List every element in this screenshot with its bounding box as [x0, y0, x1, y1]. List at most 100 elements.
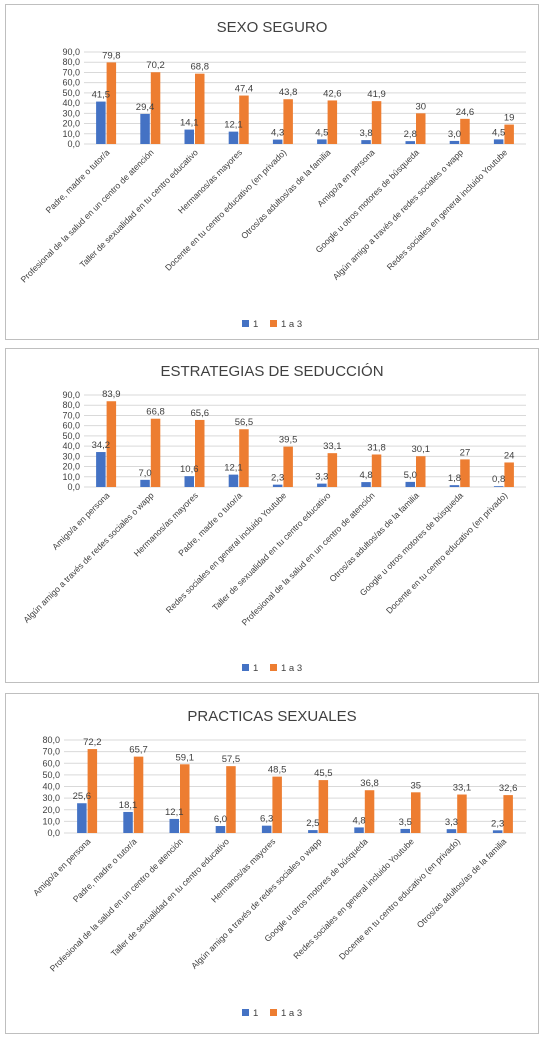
bar-series-1 — [354, 827, 364, 833]
y-tick-label: 30,0 — [42, 793, 60, 803]
category-label: Google u otros motores de búsqueda — [262, 836, 370, 944]
y-tick-label: 60,0 — [62, 421, 80, 431]
bar-series-1-a-3 — [106, 401, 117, 487]
y-tick-label: 90,0 — [62, 47, 80, 57]
y-tick-label: 50,0 — [62, 88, 80, 98]
bar-series-1 — [261, 825, 272, 833]
bar-series-1 — [308, 830, 318, 833]
y-tick-label: 50,0 — [42, 770, 60, 780]
data-label-series-1: 7,0 — [138, 468, 151, 479]
data-label-series-1: 4,5 — [492, 127, 505, 138]
bar-series-1-a-3 — [133, 756, 144, 833]
data-label-series-1-a-3: 59,1 — [176, 752, 195, 763]
data-label-series-1: 29,4 — [136, 102, 155, 113]
chart-panel-sexo-seguro: SEXO SEGURO 0,0 10,0 20,0 30,0 40,0 50,0 60,0 70… — [5, 4, 539, 340]
data-label-series-1-a-3: 33,1 — [323, 441, 342, 452]
bar-series-1-a-3 — [411, 792, 421, 833]
bar-series-1-a-3 — [416, 456, 426, 487]
bar-series-1-a-3 — [106, 62, 117, 144]
y-tick-label: 40,0 — [42, 782, 60, 792]
bar-series-1-a-3 — [226, 766, 236, 833]
data-label-series-1-a-3: 57,5 — [222, 754, 241, 765]
data-label-series-1-a-3: 39,5 — [279, 435, 298, 446]
bar-series-1-a-3 — [283, 446, 293, 487]
category-label: Otros/as adultos/as de la familia — [415, 836, 509, 930]
data-label-series-1: 3,0 — [448, 129, 461, 140]
y-tick-label: 20,0 — [42, 805, 60, 815]
bar-series-1-a-3 — [195, 419, 205, 487]
category-label: Otros/as adultos/as de la familia — [239, 147, 333, 241]
bar-series-1 — [400, 828, 410, 833]
y-tick-label: 30,0 — [62, 108, 80, 118]
data-label-series-1-a-3: 65,6 — [191, 408, 210, 419]
y-tick-label: 0,0 — [47, 828, 60, 838]
y-tick-label: 0,0 — [67, 482, 80, 492]
bar-series-1 — [184, 476, 194, 487]
data-label-series-1: 0,8 — [492, 474, 505, 485]
data-label-series-1: 41,5 — [92, 90, 111, 101]
y-tick-label: 20,0 — [62, 462, 80, 472]
bar-series-1 — [449, 140, 460, 144]
y-tick-label: 70,0 — [62, 67, 80, 77]
data-label-series-1-a-3: 24,6 — [456, 107, 475, 118]
data-label-series-1: 6,0 — [214, 814, 227, 825]
data-label-series-1-a-3: 31,8 — [367, 442, 386, 453]
bar-series-1 — [446, 829, 457, 833]
data-label-series-1: 6,3 — [260, 814, 273, 825]
legend-label-1-a-3: 1 a 3 — [281, 663, 302, 674]
bar-series-1 — [96, 101, 106, 144]
bar-series-1 — [492, 830, 503, 833]
data-label-series-1: 4,8 — [359, 470, 372, 481]
data-label-series-1-a-3: 43,8 — [279, 87, 298, 98]
legend-swatch-1 — [242, 664, 249, 671]
bar-series-1-a-3 — [327, 100, 338, 144]
data-label-series-1-a-3: 35 — [410, 780, 421, 791]
chart-title: PRACTICAS SEXUALES — [187, 708, 356, 725]
data-label-series-1: 25,6 — [73, 791, 92, 802]
bar-series-1 — [405, 141, 415, 144]
legend-swatch-1-a-3 — [270, 664, 277, 671]
bar-series-1 — [272, 139, 283, 144]
legend-label-1: 1 — [253, 663, 258, 674]
y-tick-label: 0,0 — [67, 139, 80, 149]
chart-estrategias-seduccion: ESTRATEGIAS DE SEDUCCIÓN0,010,020,030,04… — [21, 363, 526, 674]
chart-practicas-sexuales: PRACTICAS SEXUALES 0,0 10,020,0 30,040,0 50,… — [31, 708, 526, 1019]
bar-series-1-a-3 — [150, 72, 161, 144]
category-label: Otros/as adultos/as de la familia — [327, 490, 421, 584]
data-label-series-1-a-3: 83,9 — [102, 389, 121, 400]
bar-series-1 — [77, 803, 87, 833]
bar-series-1-a-3 — [460, 118, 470, 144]
data-label-series-1-a-3: 24 — [504, 450, 515, 461]
bar-series-1 — [215, 826, 226, 833]
bar-series-1-a-3 — [460, 459, 470, 487]
chart-panel-estrategias-seduccion: ESTRATEGIAS DE SEDUCCIÓN 0,0 10,0 20,0 30,0 4… — [5, 348, 539, 683]
data-label-series-1-a-3: 47,4 — [235, 84, 254, 95]
data-label-series-1: 5,0 — [404, 470, 417, 481]
data-label-series-1: 1,8 — [448, 473, 461, 484]
y-tick-label: 80,0 — [42, 735, 60, 745]
bar-series-1-a-3 — [87, 749, 98, 833]
y-tick-label: 60,0 — [42, 758, 60, 768]
data-label-series-1-a-3: 33,1 — [453, 783, 472, 794]
bar-series-1-a-3 — [371, 454, 382, 487]
y-tick-label: 40,0 — [62, 98, 80, 108]
data-label-series-1: 14,1 — [180, 118, 199, 129]
bar-series-1-a-3 — [457, 794, 467, 833]
y-tick-label: 20,0 — [62, 119, 80, 129]
y-tick-label: 90,0 — [62, 390, 80, 400]
data-label-series-1-a-3: 36,8 — [360, 778, 379, 789]
bar-series-1-a-3 — [239, 429, 249, 487]
chart-title: SEXO SEGURO — [217, 19, 328, 36]
data-label-series-1: 4,5 — [315, 127, 328, 138]
data-label-series-1: 3,5 — [399, 817, 412, 828]
data-label-series-1-a-3: 30 — [415, 101, 426, 112]
bar-series-1 — [449, 485, 460, 487]
bar-series-1 — [493, 486, 504, 487]
bar-series-1 — [169, 818, 179, 833]
y-tick-label: 50,0 — [62, 431, 80, 441]
bar-series-1-a-3 — [318, 780, 329, 833]
bar-series-1-a-3 — [503, 795, 513, 833]
legend-swatch-1 — [242, 1009, 249, 1016]
data-label-series-1-a-3: 68,8 — [191, 62, 210, 73]
data-label-series-1: 4,8 — [352, 815, 365, 826]
